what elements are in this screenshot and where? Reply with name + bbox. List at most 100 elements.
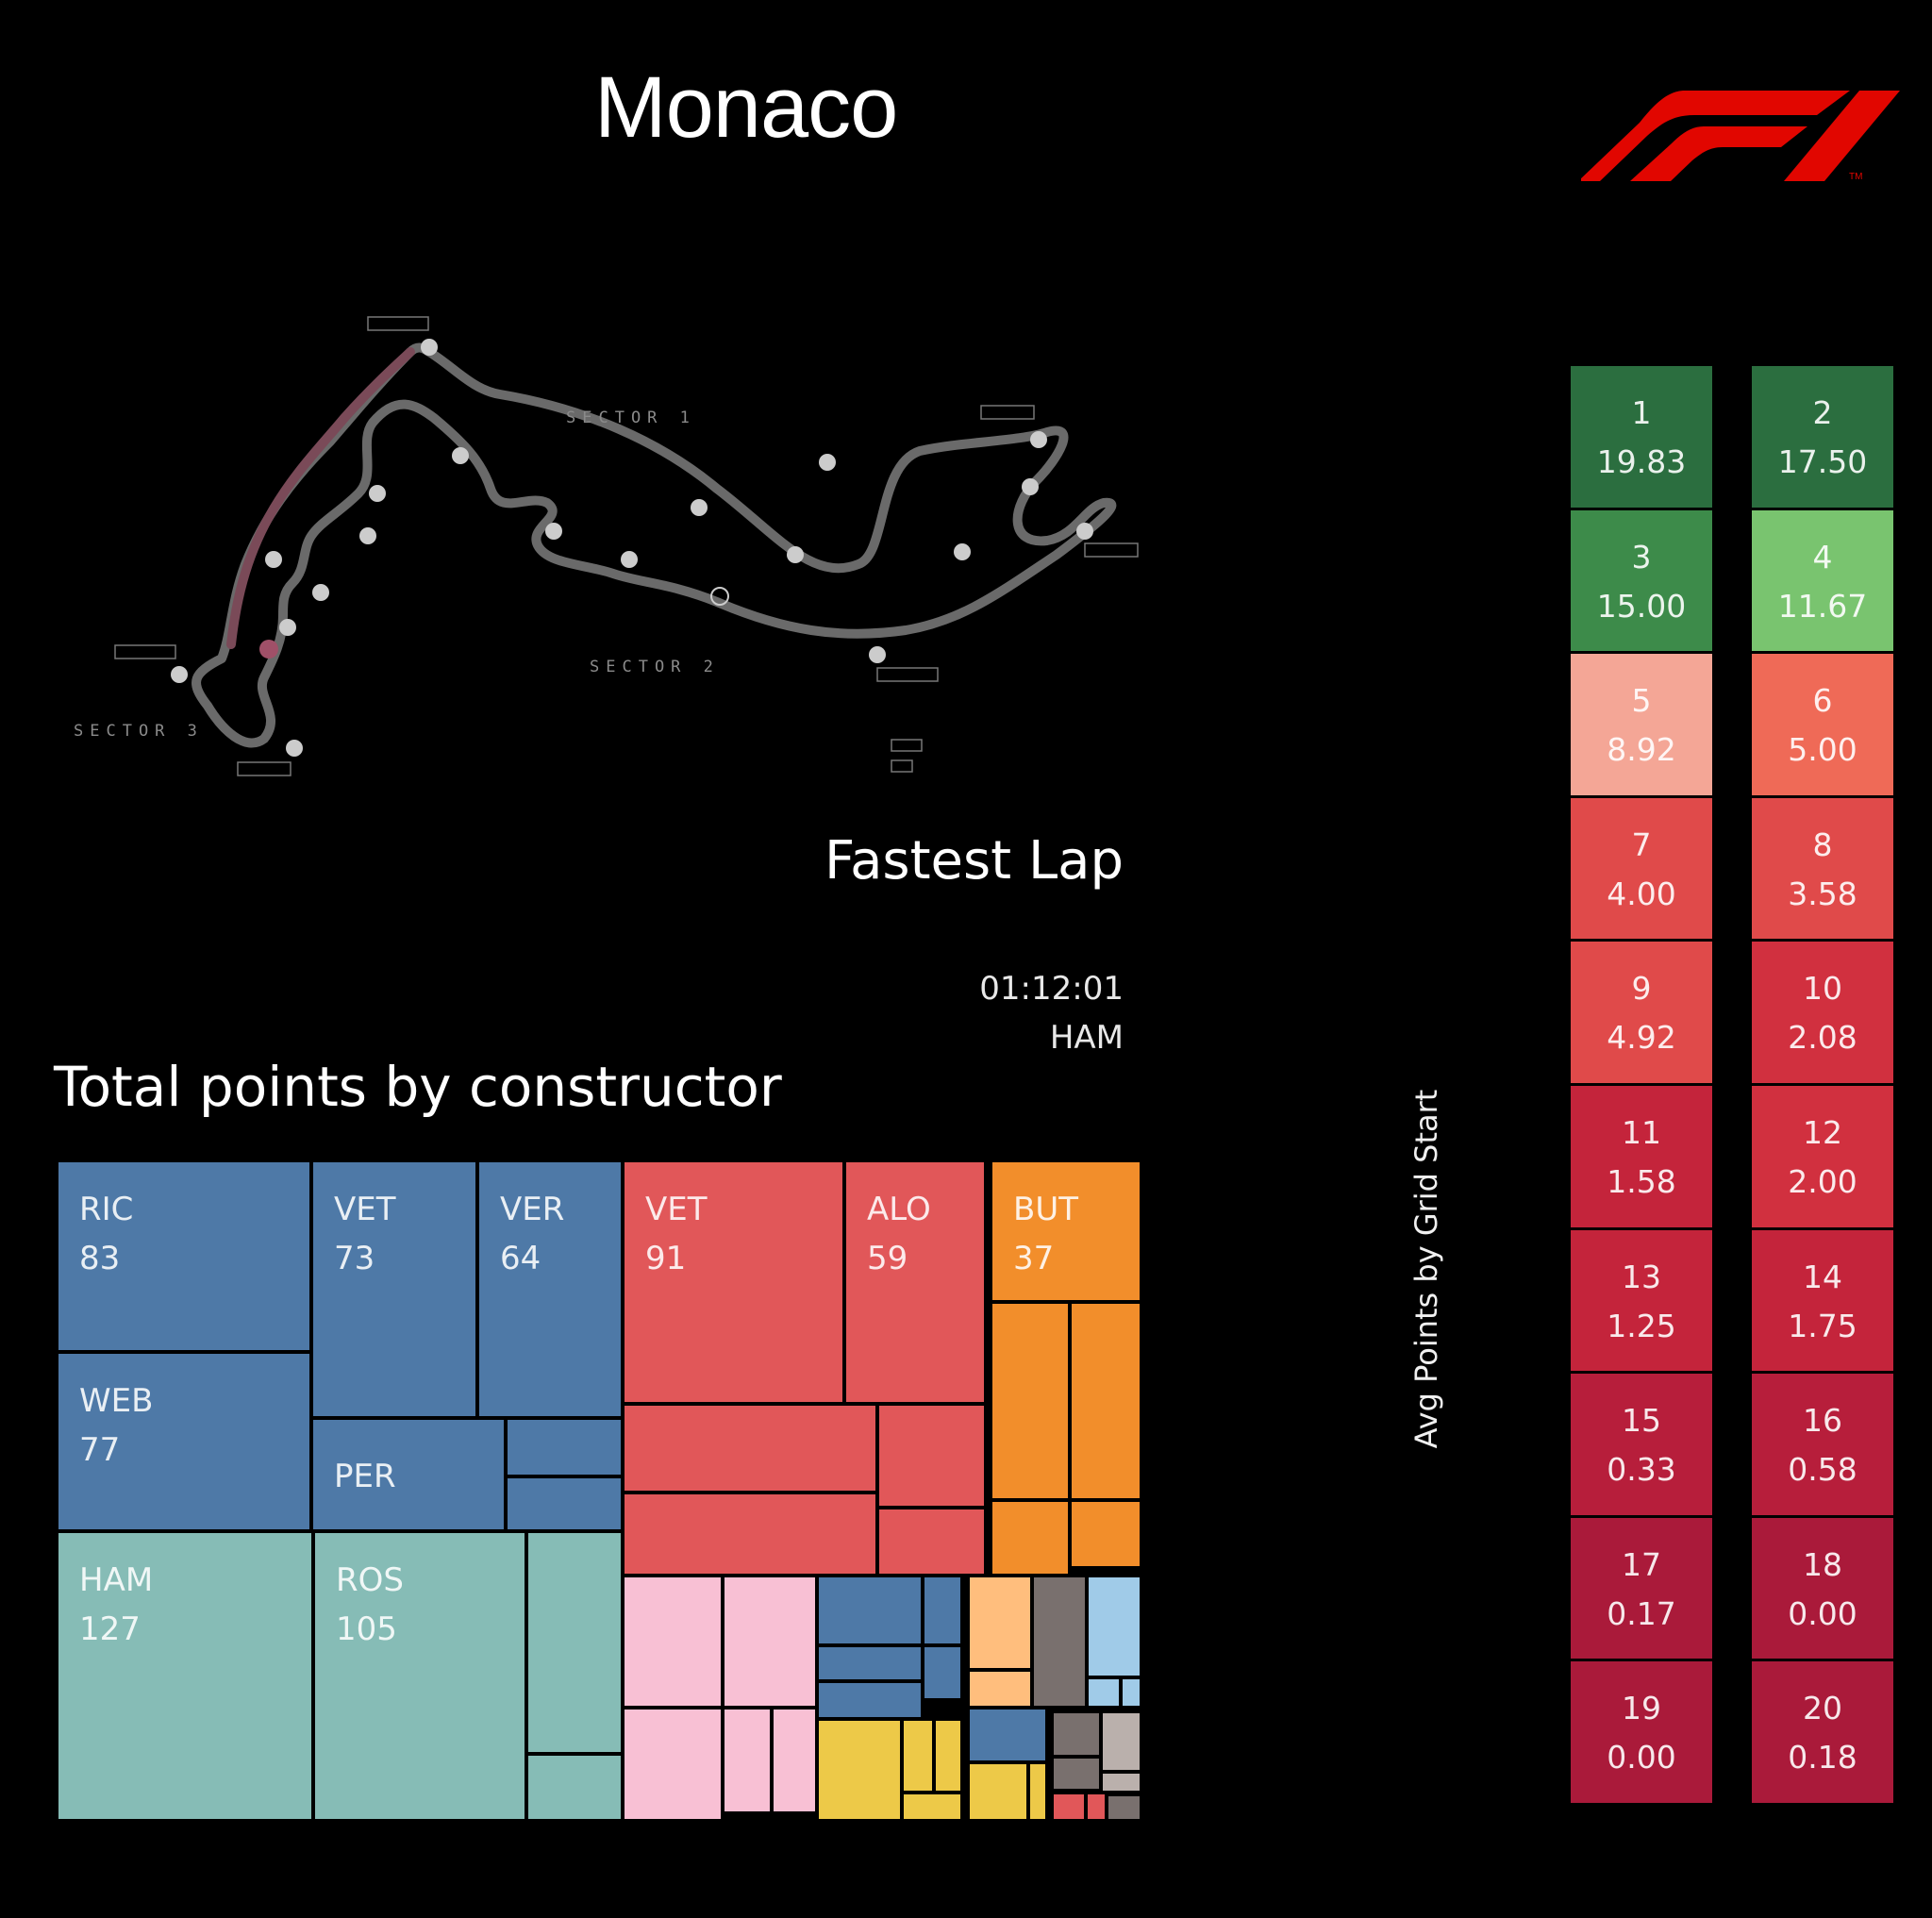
treemap-cell[interactable] [991,1302,1070,1500]
treemap-cell[interactable] [923,1645,962,1700]
treemap-cell-label: VER 64 [500,1185,564,1283]
heatmap-cell[interactable]: 12 2.00 [1752,1086,1893,1227]
treemap-cell[interactable]: PER [311,1418,506,1531]
treemap-cell[interactable] [1070,1500,1141,1568]
treemap-cell[interactable]: RIC 83 [57,1160,311,1352]
heatmap-cell[interactable]: 13 1.25 [1571,1229,1712,1372]
treemap-cell[interactable] [1101,1772,1141,1793]
treemap-cell[interactable] [623,1493,877,1576]
f1-logo-one [1784,91,1900,181]
treemap-cell[interactable]: WEB 77 [57,1352,311,1531]
treemap-cell[interactable]: BUT 37 [991,1160,1141,1302]
heatmap-cell[interactable]: 5 8.92 [1571,654,1712,795]
treemap-cell[interactable]: VER 64 [477,1160,623,1418]
treemap-cell[interactable] [817,1645,923,1681]
heatmap-cell[interactable]: 11 1.58 [1571,1086,1712,1227]
treemap-cell[interactable] [1032,1576,1087,1708]
corner-marker [1076,523,1093,540]
heatmap-cell[interactable]: 10 2.08 [1752,942,1893,1083]
heatmap-cell[interactable]: 8 3.58 [1752,797,1893,940]
treemap-cell[interactable] [968,1762,1028,1821]
treemap-cell[interactable] [817,1681,923,1719]
heatmap-cell[interactable]: 20 0.18 [1752,1661,1893,1803]
heatmap-cell[interactable]: 18 0.00 [1752,1517,1893,1659]
sector-3-label: SECTOR 3 [74,722,204,741]
heatmap-cell-grid: 11 [1622,1114,1661,1151]
heatmap-cell[interactable]: 16 0.58 [1752,1374,1893,1515]
treemap-cell[interactable] [1028,1762,1047,1821]
treemap-cell[interactable] [817,1719,902,1821]
cell-driver: PER [334,1458,396,1495]
treemap-cell[interactable] [1052,1757,1101,1791]
cell-value: 59 [867,1240,908,1277]
corner-marker [312,584,329,601]
treemap-cell[interactable]: HAM 127 [57,1531,313,1821]
heatmap-cell[interactable]: 17 0.17 [1571,1517,1712,1659]
treemap-cell[interactable] [1052,1711,1101,1757]
heatmap-cell[interactable]: 7 4.00 [1571,797,1712,940]
heatmap-cell[interactable]: 9 4.92 [1571,942,1712,1083]
treemap-cell[interactable] [923,1576,962,1645]
treemap-cell[interactable]: ALO 59 [844,1160,986,1404]
fastest-lap-driver: HAM [1049,1019,1124,1057]
treemap-cell[interactable] [1086,1793,1107,1821]
treemap-cell[interactable] [1121,1677,1141,1708]
treemap-cell[interactable] [1107,1794,1141,1821]
treemap-cell[interactable] [968,1670,1032,1708]
treemap-cell[interactable] [506,1418,623,1476]
treemap-cell[interactable]: VET 73 [311,1160,477,1418]
corner-marker [869,646,886,663]
treemap-cell[interactable] [526,1531,623,1754]
treemap-cell[interactable] [902,1719,934,1793]
corner-marker [819,454,836,471]
treemap-cell[interactable] [1101,1711,1141,1772]
treemap-cell[interactable] [877,1508,986,1576]
treemap-cell[interactable] [723,1708,772,1813]
heatmap-cell[interactable]: 2 17.50 [1752,366,1893,508]
treemap-cell[interactable] [934,1719,962,1793]
treemap-cell[interactable] [623,1708,723,1821]
heatmap-cell[interactable]: 6 5.00 [1752,654,1893,795]
corner-marker [171,666,188,683]
treemap-cell-label: ALO 59 [867,1185,931,1283]
treemap-cell[interactable] [1087,1677,1121,1708]
corner-marker [286,740,303,757]
cell-value: 73 [334,1240,375,1277]
f1-logo: TM [1581,91,1900,181]
track-map: SECTOR 1 SECTOR 2 SECTOR 3 [74,316,1139,776]
treemap-cell[interactable] [623,1404,877,1493]
heatmap-cell[interactable]: 1 19.83 [1571,366,1712,508]
heatmap-cell[interactable]: 3 15.00 [1571,509,1712,652]
treemap-cell[interactable] [623,1576,723,1708]
speed-trap-marker [710,587,729,606]
heatmap-cell-grid: 15 [1622,1402,1661,1440]
treemap-cell[interactable] [723,1576,817,1708]
heatmap-cell[interactable]: 19 0.00 [1571,1661,1712,1803]
treemap-cell[interactable] [877,1404,986,1508]
treemap-cell[interactable] [968,1576,1032,1670]
treemap-title: Total points by constructor [54,1055,782,1119]
treemap-cell-label: RIC 83 [79,1185,133,1283]
treemap-cell[interactable]: ROS 105 [313,1531,526,1821]
heatmap-cell[interactable]: 15 0.33 [1571,1374,1712,1515]
treemap-cell[interactable] [506,1476,623,1531]
cell-driver: VER [500,1191,565,1228]
grid-start-heatmap: 1 19.83 2 17.50 3 15.00 4 11.67 5 8.92 6 5.00 7 4.00 8… [1571,366,1893,1806]
heatmap-cell[interactable]: 4 11.67 [1752,509,1893,652]
treemap-cell[interactable]: VET 91 [623,1160,844,1404]
treemap-cell[interactable] [526,1754,623,1821]
treemap-cell[interactable] [1070,1302,1141,1500]
cell-driver: VET [334,1191,396,1228]
treemap-cell[interactable] [991,1500,1070,1576]
treemap-cell[interactable] [968,1708,1047,1762]
treemap-cell[interactable] [1052,1793,1086,1821]
treemap-cell-label: VET 91 [645,1185,708,1283]
cell-value: 105 [336,1610,397,1648]
treemap-cell[interactable] [902,1793,962,1821]
treemap-cell[interactable] [772,1708,817,1813]
heatmap-cell-grid: 16 [1803,1402,1842,1440]
treemap-cell[interactable] [1087,1576,1141,1677]
cell-value: 77 [79,1431,121,1469]
treemap-cell[interactable] [817,1576,923,1645]
heatmap-cell[interactable]: 14 1.75 [1752,1229,1893,1372]
